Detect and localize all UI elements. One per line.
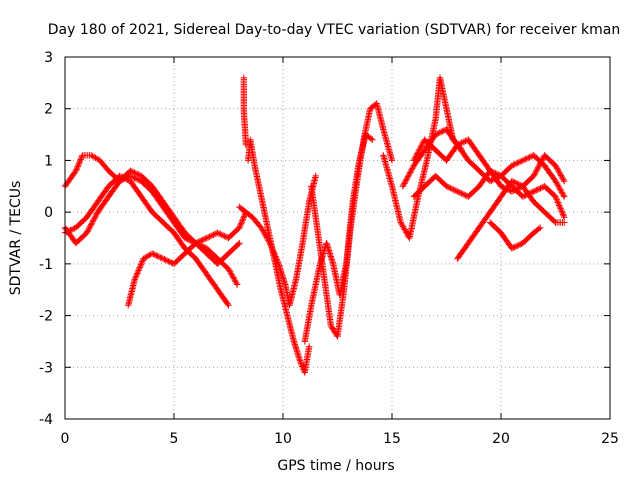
- data-points: [61, 74, 568, 376]
- x-tick-label: 20: [492, 431, 510, 447]
- data-series-track-14: [454, 177, 568, 262]
- y-tick-label: 2: [44, 102, 53, 118]
- axis-ticks: 0 5 10 15 20 25 -4 -3 -2 -1 0 1 2 3: [39, 50, 619, 447]
- data-series-track-9: [301, 131, 376, 345]
- grid: [65, 57, 610, 419]
- data-series-track-12: [410, 167, 568, 221]
- plot-frame: [64, 56, 611, 420]
- y-tick-label: -4: [39, 412, 53, 428]
- data-series-track-5: [240, 74, 250, 149]
- data-series-track-13: [410, 136, 568, 195]
- data-series-track-10: [380, 74, 465, 242]
- y-tick-label: 3: [44, 50, 53, 66]
- x-axis-label: GPS time / hours: [277, 458, 394, 474]
- y-tick-label: -2: [39, 309, 53, 325]
- x-tick-label: 15: [383, 431, 401, 447]
- x-tick-label: 0: [61, 431, 70, 447]
- y-tick-label: -1: [39, 257, 53, 273]
- x-tick-label: 25: [601, 431, 619, 447]
- y-axis-label: SDTVAR / TECUs: [8, 181, 24, 296]
- data-series-track-2: [61, 167, 250, 247]
- data-series-track-8: [308, 100, 396, 340]
- y-tick-label: 1: [44, 153, 53, 169]
- x-tick-label: 5: [170, 431, 179, 447]
- data-series-track-4: [125, 240, 241, 309]
- y-tick-label: 0: [44, 205, 53, 221]
- x-tick-label: 10: [274, 431, 292, 447]
- chart-title: Day 180 of 2021, Sidereal Day-to-day VTE…: [48, 22, 620, 38]
- data-series-track-15: [486, 219, 544, 252]
- data-series-track-7: [236, 172, 319, 309]
- y-tick-label: -3: [39, 360, 53, 376]
